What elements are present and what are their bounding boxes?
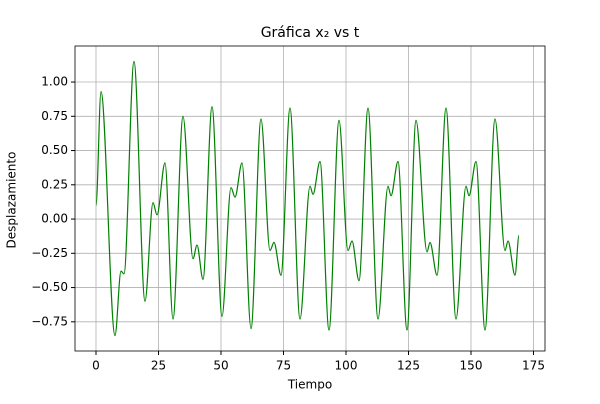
x-tick-label: 50 — [213, 359, 228, 373]
x-tick-label: 150 — [460, 359, 483, 373]
chart-title: Gráfica x₂ vs t — [261, 25, 360, 41]
y-tick-label: 0.50 — [41, 143, 68, 157]
data-line — [95, 60, 520, 337]
x-tick-label: 125 — [397, 359, 420, 373]
y-tick-label: −0.75 — [31, 314, 68, 328]
x-tick-label: 100 — [335, 359, 358, 373]
x-tick-label: 75 — [276, 359, 291, 373]
y-tick-label: −0.25 — [31, 246, 68, 260]
plot-frame — [74, 45, 546, 352]
y-tick-label: 1.00 — [41, 75, 68, 89]
y-tick-label: 0.25 — [41, 177, 68, 191]
y-axis-label: Desplazamiento — [5, 152, 19, 249]
x-tick-label: 25 — [151, 359, 166, 373]
y-tick-label: −0.50 — [31, 280, 68, 294]
x-tick-label: 175 — [522, 359, 545, 373]
y-tick-label: 0.75 — [41, 109, 68, 123]
y-tick-label: 0.00 — [41, 212, 68, 226]
x-axis-label: Tiempo — [287, 378, 332, 392]
x-tick-label: 0 — [92, 359, 100, 373]
